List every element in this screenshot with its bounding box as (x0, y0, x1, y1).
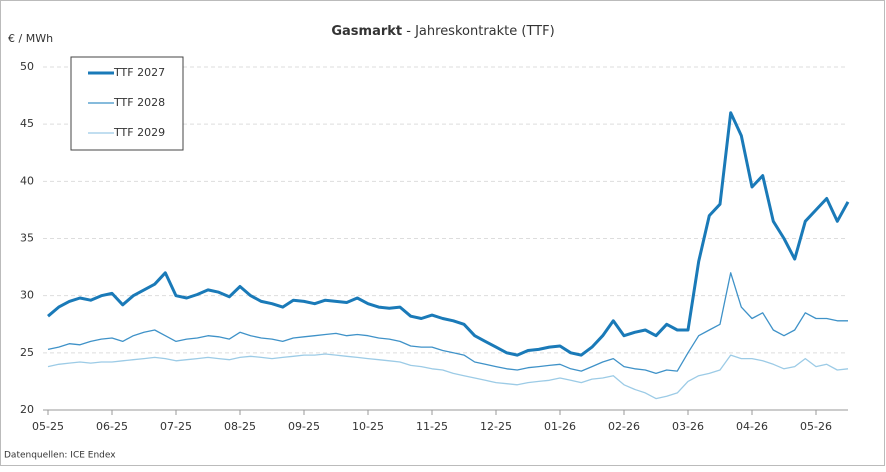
source: Datenquellen: ICE Endex (4, 451, 116, 461)
y-tick-label: 35 (20, 232, 34, 245)
y-tick-label: 30 (20, 289, 34, 302)
x-tick-label: 04-26 (736, 420, 768, 433)
legend-label: TTF 2027 (113, 66, 165, 79)
x-tick-label: 10-25 (352, 420, 384, 433)
x-tick-label: 09-25 (288, 420, 320, 433)
line-series (47, 272, 848, 375)
x-tick-label: 03-26 (672, 420, 704, 433)
x-tick-label: 11-25 (416, 420, 448, 433)
x-tick-label: 08-25 (224, 420, 256, 433)
legend-label: TTF 2029 (113, 126, 165, 139)
line-series (47, 353, 849, 400)
y-tick-label: 25 (20, 346, 34, 359)
title-rest: - Jahreskontrakte (TTF) (406, 24, 554, 39)
x-tick-label: 02-26 (608, 420, 640, 433)
legend-label: TTF 2028 (113, 96, 165, 109)
y-tick-label: 20 (20, 403, 34, 416)
y-tick-label: 45 (20, 117, 34, 130)
x-tick-label: 05-26 (800, 420, 832, 433)
x-tick-label: 06-25 (96, 420, 128, 433)
y-tick-label: 40 (20, 174, 34, 187)
x-tick-label: 01-26 (544, 420, 576, 433)
title-bold: Gasmarkt (331, 24, 402, 39)
line-series (47, 111, 850, 357)
x-tick-label: 05-25 (32, 420, 64, 433)
chart-title: Gasmarkt - Jahreskontrakte (TTF) (331, 24, 554, 39)
x-tick-label: 12-25 (480, 420, 512, 433)
x-tick-label: 07-25 (160, 420, 192, 433)
y-axis-label: € / MWh (8, 32, 53, 45)
y-tick-label: 50 (20, 60, 34, 73)
